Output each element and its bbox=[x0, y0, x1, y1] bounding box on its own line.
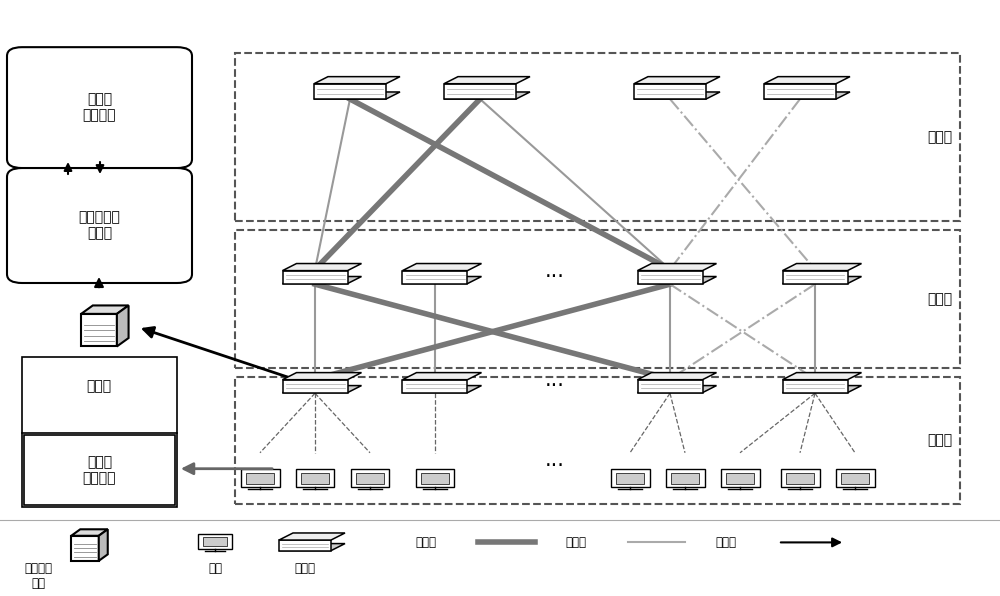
Bar bbox=[279, 540, 331, 551]
Polygon shape bbox=[638, 277, 716, 284]
Polygon shape bbox=[283, 277, 362, 284]
Polygon shape bbox=[782, 372, 861, 380]
FancyBboxPatch shape bbox=[836, 469, 874, 487]
FancyBboxPatch shape bbox=[7, 168, 192, 283]
Bar bbox=[638, 380, 703, 393]
Polygon shape bbox=[283, 263, 362, 271]
Polygon shape bbox=[283, 386, 362, 393]
Polygon shape bbox=[764, 92, 850, 99]
Text: 网络状态管
理模块: 网络状态管 理模块 bbox=[79, 210, 120, 241]
FancyBboxPatch shape bbox=[421, 473, 449, 483]
FancyBboxPatch shape bbox=[301, 473, 329, 483]
Bar bbox=[314, 83, 386, 99]
FancyBboxPatch shape bbox=[666, 469, 705, 487]
Text: 数据流
检测模块: 数据流 检测模块 bbox=[83, 455, 116, 485]
Text: 应用层: 应用层 bbox=[86, 379, 112, 393]
Text: 旧路径: 旧路径 bbox=[565, 536, 586, 549]
FancyBboxPatch shape bbox=[616, 473, 644, 483]
Bar bbox=[634, 83, 706, 99]
Bar bbox=[402, 271, 467, 284]
Polygon shape bbox=[634, 92, 720, 99]
FancyBboxPatch shape bbox=[24, 434, 175, 505]
Polygon shape bbox=[81, 305, 129, 314]
Polygon shape bbox=[314, 92, 400, 99]
Bar bbox=[782, 380, 848, 393]
Text: 新路径: 新路径 bbox=[415, 536, 436, 549]
FancyBboxPatch shape bbox=[241, 469, 280, 487]
Polygon shape bbox=[283, 372, 362, 380]
FancyBboxPatch shape bbox=[351, 469, 389, 487]
FancyBboxPatch shape bbox=[203, 536, 227, 546]
Text: 核心层: 核心层 bbox=[927, 130, 952, 144]
Polygon shape bbox=[402, 372, 482, 380]
Polygon shape bbox=[279, 544, 345, 551]
Bar bbox=[71, 536, 99, 561]
Bar bbox=[444, 83, 516, 99]
FancyBboxPatch shape bbox=[416, 469, 454, 487]
Text: 路由交换
设备: 路由交换 设备 bbox=[24, 562, 52, 590]
FancyBboxPatch shape bbox=[246, 473, 274, 483]
Polygon shape bbox=[314, 77, 400, 83]
Bar bbox=[638, 271, 703, 284]
Polygon shape bbox=[638, 263, 716, 271]
Polygon shape bbox=[117, 305, 129, 346]
Polygon shape bbox=[279, 533, 345, 540]
Text: ···: ··· bbox=[545, 456, 565, 476]
Bar bbox=[782, 271, 848, 284]
Text: 汇聚层: 汇聚层 bbox=[927, 292, 952, 306]
Polygon shape bbox=[444, 92, 530, 99]
Polygon shape bbox=[638, 372, 716, 380]
Text: 控制流: 控制流 bbox=[715, 536, 736, 549]
FancyBboxPatch shape bbox=[198, 533, 232, 549]
Text: 数据流
调度模块: 数据流 调度模块 bbox=[83, 92, 116, 123]
FancyBboxPatch shape bbox=[841, 473, 869, 483]
FancyBboxPatch shape bbox=[610, 469, 650, 487]
Bar bbox=[283, 380, 348, 393]
Polygon shape bbox=[71, 529, 108, 536]
Bar bbox=[402, 380, 467, 393]
FancyBboxPatch shape bbox=[726, 473, 754, 483]
Text: 主机: 主机 bbox=[208, 562, 222, 575]
Polygon shape bbox=[782, 386, 861, 393]
Polygon shape bbox=[782, 277, 861, 284]
FancyBboxPatch shape bbox=[671, 473, 699, 483]
Bar bbox=[764, 83, 836, 99]
Bar bbox=[283, 271, 348, 284]
Polygon shape bbox=[444, 77, 530, 83]
Polygon shape bbox=[634, 77, 720, 83]
FancyBboxPatch shape bbox=[296, 469, 334, 487]
FancyBboxPatch shape bbox=[786, 473, 814, 483]
Polygon shape bbox=[402, 263, 482, 271]
Text: 边缘层: 边缘层 bbox=[927, 434, 952, 448]
Text: ···: ··· bbox=[545, 267, 565, 287]
Polygon shape bbox=[402, 277, 482, 284]
FancyBboxPatch shape bbox=[22, 356, 177, 507]
Polygon shape bbox=[402, 386, 482, 393]
Polygon shape bbox=[638, 386, 716, 393]
FancyBboxPatch shape bbox=[720, 469, 760, 487]
Text: 交换机: 交换机 bbox=[294, 562, 316, 575]
Polygon shape bbox=[782, 263, 861, 271]
FancyBboxPatch shape bbox=[7, 47, 192, 168]
Polygon shape bbox=[764, 77, 850, 83]
FancyBboxPatch shape bbox=[781, 469, 820, 487]
Text: ···: ··· bbox=[545, 376, 565, 396]
Bar bbox=[81, 314, 117, 346]
Polygon shape bbox=[99, 529, 108, 561]
FancyBboxPatch shape bbox=[356, 473, 384, 483]
